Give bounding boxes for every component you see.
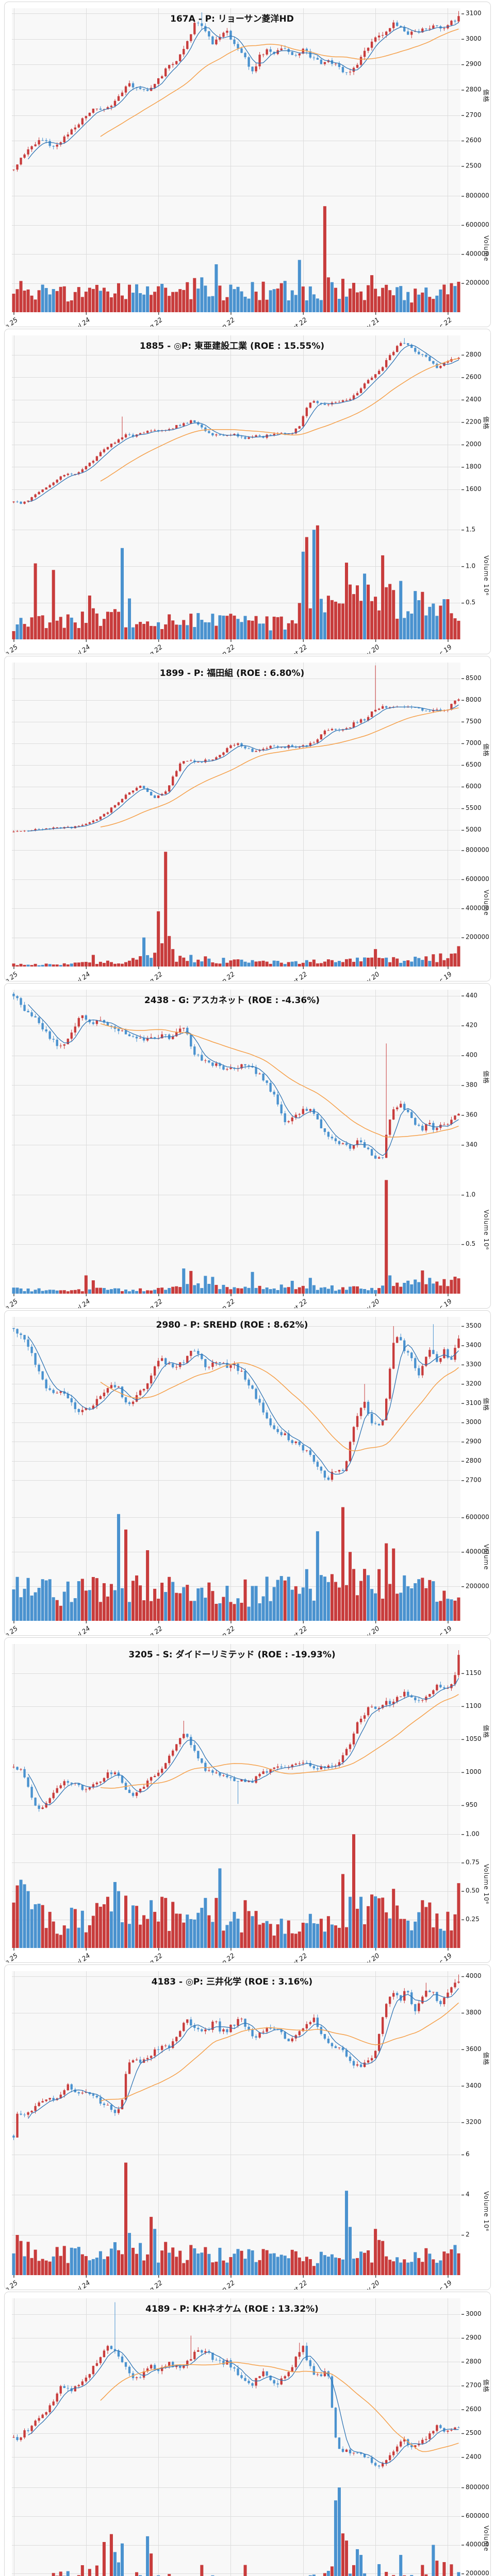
stock-chart-4183: 4183 - ◎P: 三井化学 (ROE : 3.16%) 価格 Volume … <box>4 1964 491 2290</box>
candlestick-volume-chart-canvas <box>5 984 490 1308</box>
stock-chart-3205: 3205 - S: ダイドーリミテッド (ROE : -19.93%) 価格 V… <box>4 1637 491 1963</box>
candlestick-volume-chart-canvas <box>5 1311 490 1635</box>
candlestick-volume-chart-canvas <box>5 2 490 327</box>
stock-chart-4189: 4189 - P: KHネオケム (ROE : 13.32%) 価格 Volum… <box>4 2292 491 2576</box>
stock-chart-1899: 1899 - P: 福田組 (ROE : 6.80%) 価格 Volume <box>4 656 491 981</box>
candlestick-volume-chart-canvas <box>5 329 490 654</box>
stock-chart-2980: 2980 - P: SREHD (ROE : 8.62%) 価格 Volume <box>4 1310 491 1636</box>
candlestick-volume-chart-canvas <box>5 2292 490 2576</box>
stock-chart-1885: 1885 - ◎P: 東亜建設工業 (ROE : 15.55%) 価格 Volu… <box>4 329 491 654</box>
candlestick-volume-chart-canvas <box>5 656 490 981</box>
candlestick-volume-chart-canvas <box>5 1638 490 1962</box>
stock-chart-2438: 2438 - G: アスカネット (ROE : -4.36%) 価格 Volum… <box>4 983 491 1309</box>
candlestick-volume-chart-canvas <box>5 1965 490 2290</box>
stock-chart-167A: 167A - P: リョーサン菱洋HD 価格 Volume <box>4 2 491 327</box>
